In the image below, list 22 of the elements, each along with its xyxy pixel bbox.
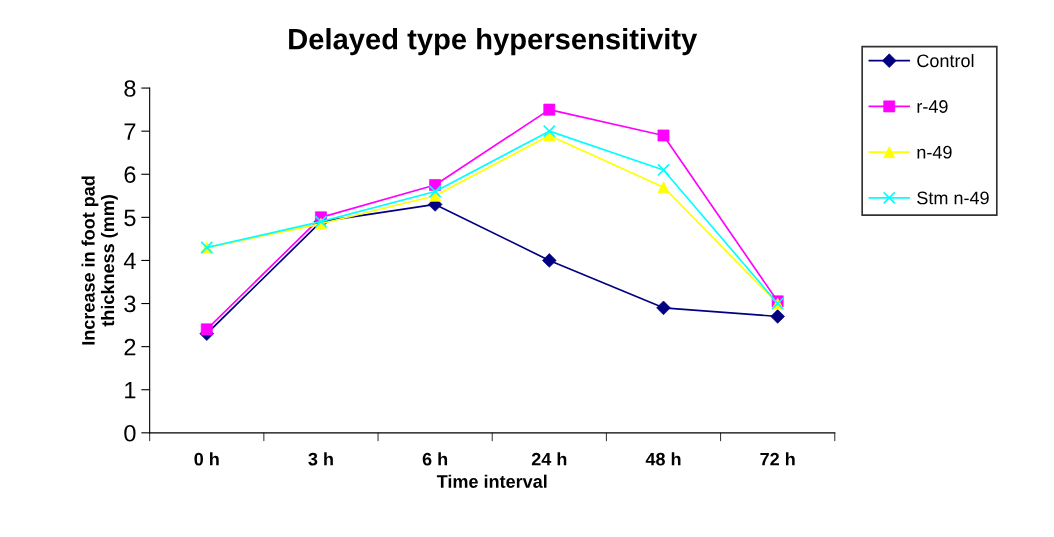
y-tick-label: 1 (125, 382, 136, 399)
chart-title: Delayed type hypersensitivity (289, 28, 698, 56)
y-tick-label: 6 (124, 166, 136, 184)
y-tick-label: 7 (124, 123, 136, 140)
x-tick-label: 24 h (531, 452, 567, 466)
y-tick-label: 3 (124, 295, 136, 313)
legend-label: n-49 (917, 145, 952, 159)
y-tick-label: 8 (124, 80, 136, 97)
x-tick-label: 48 h (645, 452, 681, 466)
legend-label: r-49 (917, 100, 948, 113)
x-tick-label: 6 h (422, 452, 448, 466)
x-tick-label: 3 h (308, 452, 333, 466)
x-axis-title: Time interval (436, 474, 547, 488)
y-tick-label: 2 (124, 338, 136, 356)
legend-label: Control (917, 53, 974, 68)
y-tick-label: 4 (123, 252, 136, 269)
y-tick-label: 5 (124, 209, 136, 227)
x-tick-label: 72 h (760, 452, 795, 466)
x-tick-label: 0 h (194, 452, 219, 466)
y-axis-title: Increase in foot pad thickness (mm) (81, 176, 118, 345)
y-tick-label: 0 (124, 424, 136, 442)
legend-label: Stm n-49 (917, 191, 989, 205)
